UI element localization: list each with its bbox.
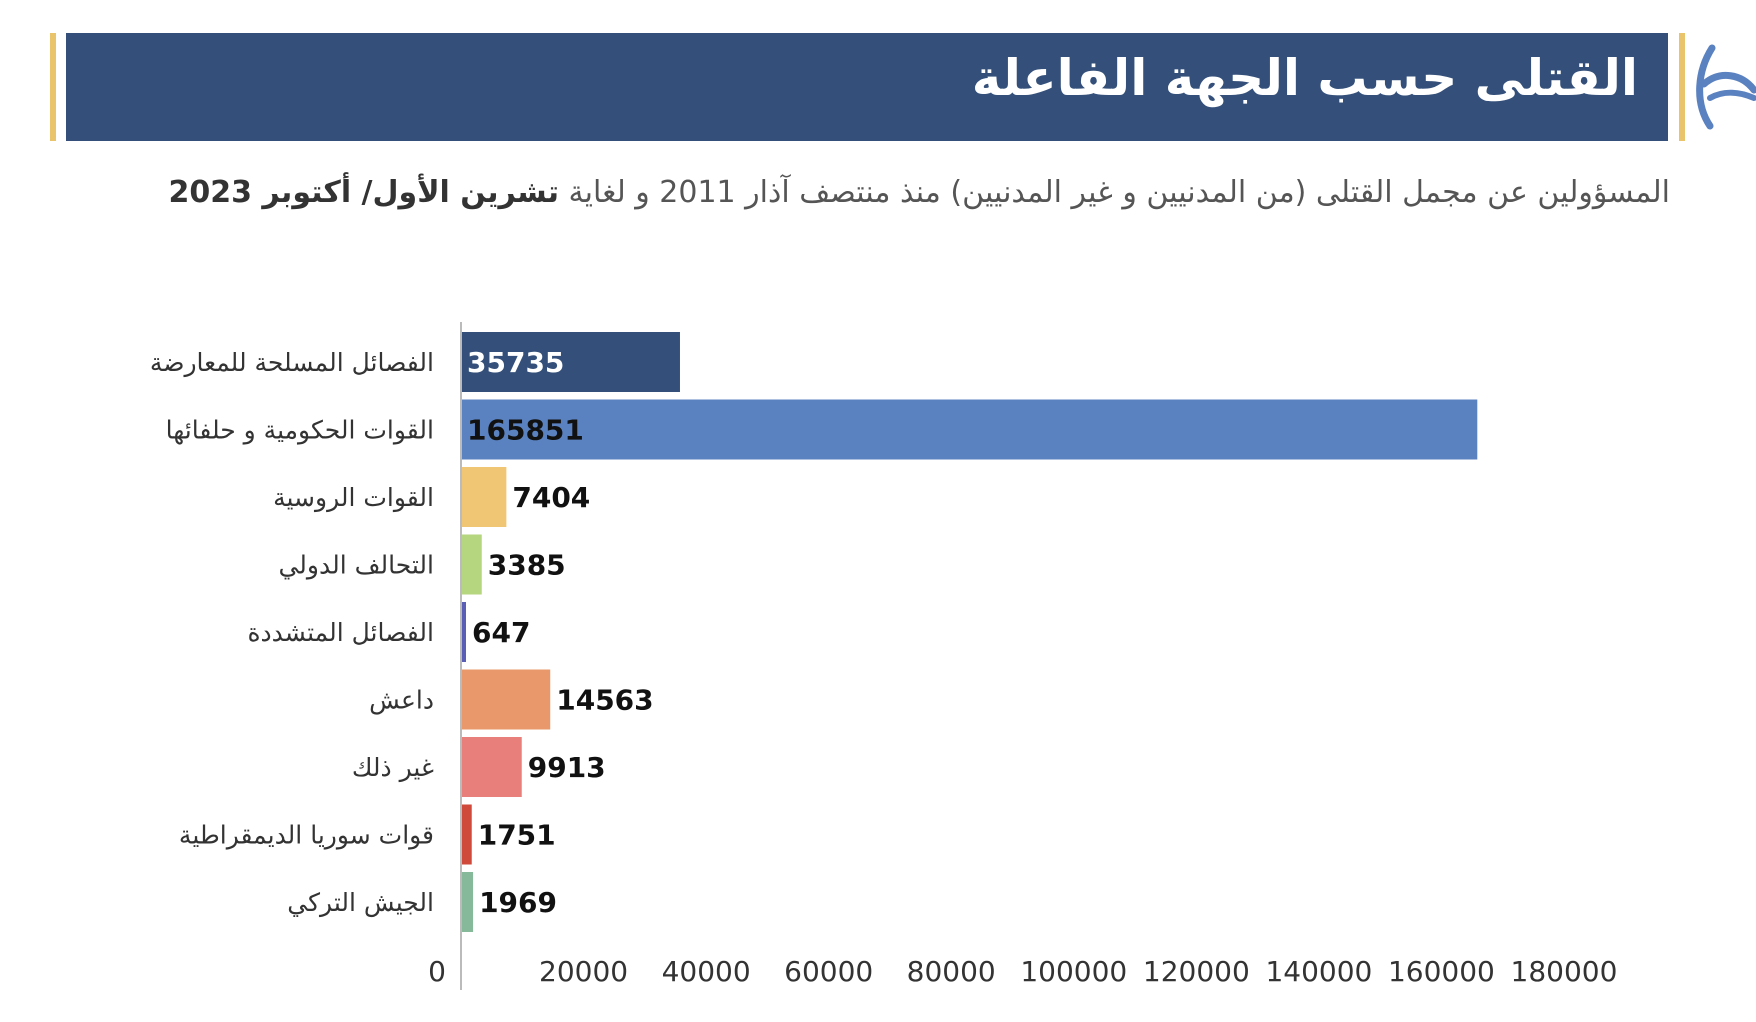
bar bbox=[461, 467, 507, 527]
chart-subtitle: المسؤولين عن مجمل القتلى (من المدنيين و … bbox=[30, 170, 1670, 216]
bar bbox=[461, 872, 474, 932]
subtitle-date: تشرين الأول/ أكتوبر 2023 bbox=[168, 175, 559, 210]
brand-logo-icon bbox=[1696, 44, 1756, 130]
left-accent-bar bbox=[50, 33, 56, 141]
bar bbox=[461, 332, 680, 392]
subtitle-text: المسؤولين عن مجمل القتلى (من المدنيين و … bbox=[568, 175, 1670, 210]
data-label: 7404 bbox=[512, 481, 590, 514]
data-label: 1751 bbox=[478, 819, 556, 852]
x-tick-label: 80000 bbox=[907, 955, 996, 988]
x-tick-label: 120000 bbox=[1143, 955, 1250, 988]
category-label: الفصائل المسلحة للمعارضة bbox=[150, 348, 434, 378]
x-tick-label: 140000 bbox=[1265, 955, 1372, 988]
x-tick-label: 0 bbox=[428, 955, 446, 988]
category-label: الجيش التركي bbox=[287, 888, 434, 918]
category-label: التحالف الدولي bbox=[278, 551, 434, 581]
category-label: غير ذلك bbox=[352, 753, 434, 783]
bar bbox=[461, 534, 482, 595]
bar bbox=[461, 602, 466, 662]
bar-chart: الفصائل المسلحة للمعارضة 35735 القوات الحك… bbox=[150, 322, 1618, 990]
category-label: الفصائل المتشددة bbox=[247, 618, 434, 647]
data-label: 1969 bbox=[479, 886, 557, 919]
title-banner: القتلى حسب الجهة الفاعلة bbox=[66, 33, 1668, 141]
bar bbox=[461, 804, 472, 865]
right-accent-bar bbox=[1679, 33, 1685, 141]
data-label: 647 bbox=[472, 616, 530, 649]
bar bbox=[461, 399, 1478, 460]
data-label: 165851 bbox=[467, 414, 584, 447]
data-label: 35735 bbox=[467, 346, 564, 379]
data-label: 9913 bbox=[528, 751, 606, 784]
x-tick-label: 180000 bbox=[1511, 955, 1618, 988]
data-label: 3385 bbox=[488, 549, 566, 582]
bar bbox=[461, 669, 551, 730]
x-tick-label: 100000 bbox=[1020, 955, 1127, 988]
category-label: القوات الروسية bbox=[273, 483, 434, 513]
x-tick-label: 20000 bbox=[539, 955, 628, 988]
category-label: داعش bbox=[369, 686, 434, 716]
category-label: القوات الحكومية و حلفائها bbox=[166, 416, 434, 446]
x-tick-label: 160000 bbox=[1388, 955, 1495, 988]
page-title: القتلى حسب الجهة الفاعلة bbox=[971, 49, 1638, 107]
category-label: قوات سوريا الديمقراطية bbox=[179, 821, 434, 851]
bar bbox=[461, 737, 522, 797]
x-tick-label: 60000 bbox=[784, 955, 873, 988]
data-label: 14563 bbox=[556, 684, 653, 717]
x-tick-label: 40000 bbox=[662, 955, 751, 988]
